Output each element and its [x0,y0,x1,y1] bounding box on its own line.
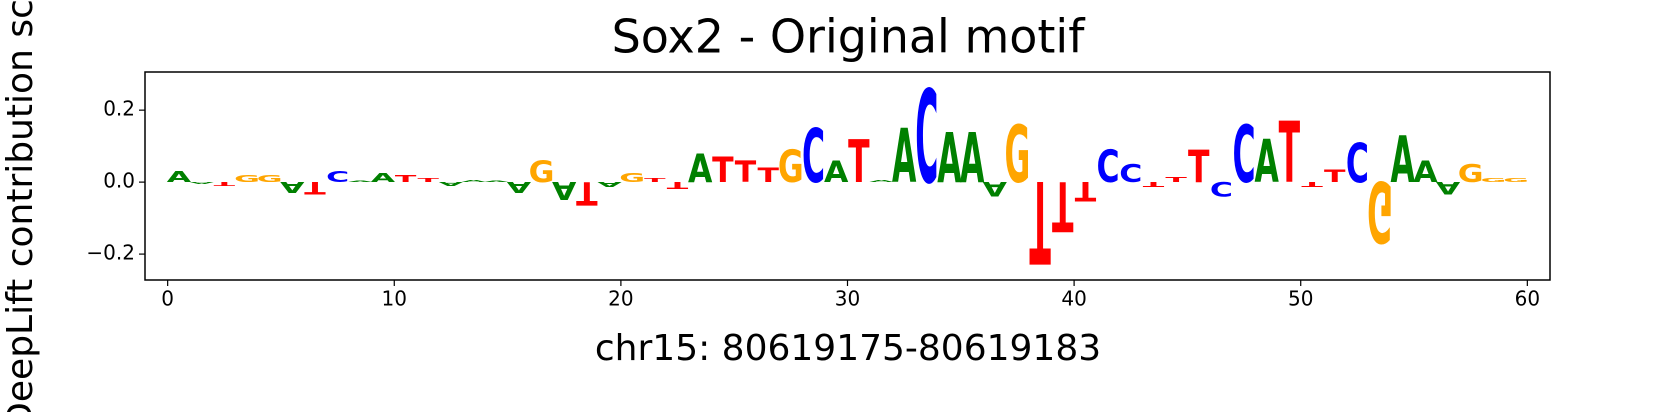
y-tick-label: 0.0 [103,169,135,193]
x-axis-label: chr15: 80619175-80619183 [595,328,1101,369]
logo-letter: T [214,181,236,187]
logo-letter: A [1255,128,1280,197]
logo-letter: T [667,180,689,191]
x-tick-label: 30 [835,287,860,311]
logo-letter: T [735,156,757,190]
logo-letter: A [597,180,622,188]
logo-letter: T [757,165,779,188]
logo-letter: T [1075,176,1096,207]
logo-letter: C [1119,159,1142,188]
logo-letter: T [1165,176,1187,184]
y-tick-label: −0.2 [86,241,135,265]
x-tick-label: 20 [608,287,633,311]
logo-letter: C [915,64,938,214]
x-tick-label: 0 [161,287,174,311]
logo-letter: T [644,178,666,184]
logo-letter: C [1233,110,1256,202]
logo-letter: A [507,179,531,196]
logo-letter: G [778,142,804,194]
logo-letter: A [983,177,1008,200]
logo-letter: T [1029,155,1051,287]
logo-letter: A [348,181,373,183]
logo-letter: G [619,171,645,185]
logo-letter: A [960,118,985,199]
y-tick-label: 0.2 [103,97,135,121]
logo-letter: C [1097,142,1120,194]
logo-letter: C [326,168,349,185]
logo-letter: T [304,178,326,198]
y-axis-label: DeepLift contribution scores [0,0,41,412]
logo-letter: A [461,180,486,183]
logo-letter: A [280,179,304,196]
logo-letter: T [1301,180,1323,188]
logo-letter: T [1052,165,1074,246]
logo-letter: A [869,180,894,183]
logo-letter: C [1346,133,1369,195]
logo-letter: T [712,150,734,191]
logo-letter: G [257,173,283,184]
logo-letter: A [937,118,962,199]
logo-letter: G [1503,178,1529,184]
logo-letter: T [1279,104,1300,202]
logo-letter: G [1367,162,1393,260]
logo-letter: A [484,181,509,183]
logo-letter: A [892,114,916,200]
logo-letter: A [439,181,464,187]
logo-letter: T [848,128,870,197]
logo-letter: A [371,171,396,185]
logo-letter: A [189,181,214,184]
logo-letter: G [1480,178,1506,184]
x-tick-label: 10 [382,287,407,311]
logo-letter: T [1188,142,1210,194]
logo-letter: C [802,114,825,200]
logo-letter: G [234,173,260,184]
logo-letter: A [1436,178,1461,198]
x-tick-label: 40 [1061,287,1086,311]
logo-letter: T [418,178,440,184]
x-tick-label: 50 [1288,287,1313,311]
logo-letter: A [688,147,713,192]
logo-letter: T [1143,180,1165,188]
logo-letter: T [576,174,598,210]
logo-letter: T [1324,166,1346,186]
logo-letter: A [167,168,191,185]
logo-letter: T [395,173,417,184]
x-tick-label: 60 [1515,287,1540,311]
logo-letter: A [1413,156,1438,190]
logo-letter: A [824,156,849,190]
logo-letter: A [1391,122,1415,197]
logo-letter: C [1210,177,1233,200]
logo-letter: G [1005,110,1031,202]
logo-letter: G [529,156,555,190]
logo-letter: A [552,176,576,205]
chart-title: Sox2 - Original motif [612,10,1087,64]
logo-letter: G [1458,159,1484,188]
